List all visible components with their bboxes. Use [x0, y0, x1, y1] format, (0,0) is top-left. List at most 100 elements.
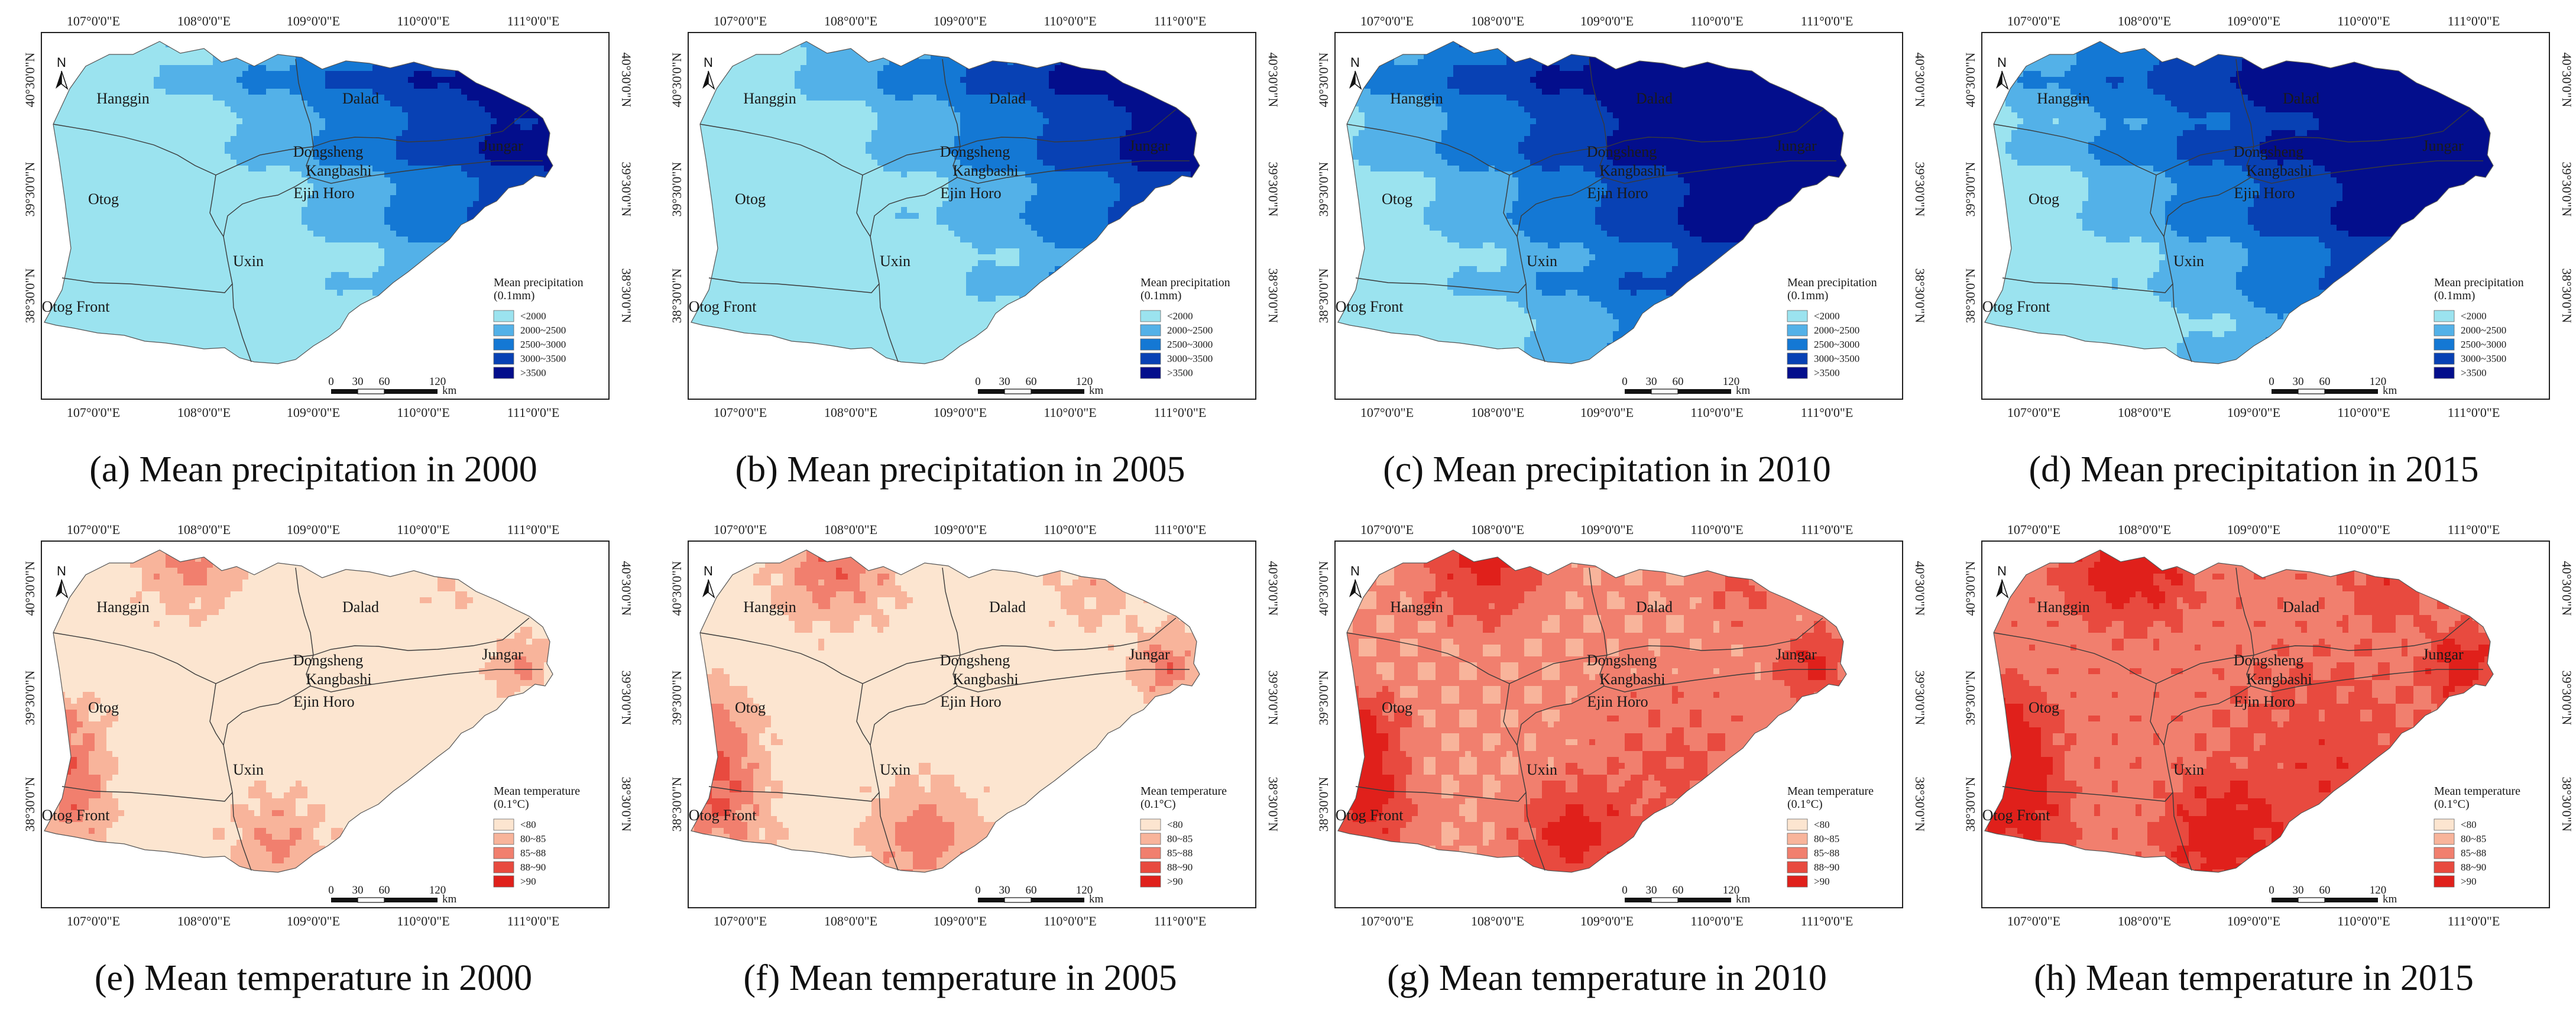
raster-cell	[325, 284, 332, 290]
raster-cell	[77, 290, 83, 296]
raster-cell	[302, 95, 308, 101]
raster-cell	[154, 95, 160, 101]
raster-cell	[225, 254, 231, 261]
raster-cell	[189, 118, 196, 125]
raster-cell	[319, 272, 326, 279]
raster-cell	[183, 231, 190, 237]
raster-cell	[491, 154, 497, 160]
raster-cell	[201, 272, 208, 279]
raster-cell	[219, 148, 225, 154]
raster-cell	[183, 59, 190, 66]
raster-cell	[272, 177, 278, 184]
raster-cell	[514, 148, 521, 154]
raster-cell	[302, 325, 308, 332]
raster-cell	[183, 83, 190, 89]
raster-cell	[260, 237, 267, 243]
raster-cell	[307, 266, 314, 273]
raster-cell	[130, 201, 137, 208]
raster-cell	[485, 118, 491, 125]
raster-cell	[266, 130, 273, 137]
raster-cell	[177, 95, 184, 101]
raster-cell	[266, 207, 273, 213]
raster-cell	[461, 219, 468, 225]
raster-cell	[497, 124, 503, 131]
raster-cell	[136, 225, 142, 231]
raster-cell	[443, 160, 450, 166]
lon-label-top: 111°0'0"E	[507, 14, 560, 28]
raster-cell	[254, 290, 261, 296]
raster-cell	[414, 83, 420, 89]
raster-cell	[225, 124, 231, 131]
raster-cell	[231, 325, 237, 332]
raster-cell	[101, 278, 107, 284]
raster-cell	[236, 313, 243, 320]
raster-cell	[130, 53, 137, 60]
raster-cell	[349, 260, 355, 267]
raster-cell	[408, 177, 414, 184]
raster-cell	[396, 207, 403, 213]
raster-cell	[384, 106, 391, 113]
raster-cell	[254, 325, 261, 332]
raster-cell	[89, 65, 95, 72]
raster-cell	[260, 136, 267, 143]
raster-cell	[384, 101, 391, 107]
raster-cell	[207, 225, 213, 231]
raster-cell	[248, 124, 255, 131]
raster-cell	[201, 112, 208, 119]
raster-cell	[166, 213, 172, 219]
raster-cell	[319, 290, 326, 296]
raster-cell	[89, 101, 95, 107]
raster-cell	[313, 136, 320, 143]
raster-cell	[89, 71, 95, 77]
raster-cell	[485, 189, 491, 196]
raster-cell	[154, 53, 160, 60]
raster-cell	[195, 53, 202, 60]
raster-cell	[248, 171, 255, 178]
raster-cell	[213, 331, 219, 338]
raster-cell	[124, 112, 131, 119]
raster-cell	[154, 83, 160, 89]
raster-cell	[302, 89, 308, 95]
raster-cell	[148, 130, 154, 137]
raster-cell	[378, 89, 385, 95]
raster-cell	[408, 136, 414, 143]
raster-cell	[497, 166, 503, 172]
raster-cell	[479, 160, 485, 166]
raster-cell	[355, 101, 361, 107]
raster-cell	[236, 201, 243, 208]
raster-cell	[112, 177, 119, 184]
raster-cell	[112, 160, 119, 166]
raster-cell	[101, 77, 107, 83]
raster-cell	[166, 166, 172, 172]
raster-cell	[154, 136, 160, 143]
raster-cell	[201, 231, 208, 237]
raster-cell	[112, 189, 119, 196]
raster-cell	[95, 248, 101, 255]
raster-cell	[361, 65, 367, 72]
raster-cell	[154, 331, 160, 338]
raster-cell	[520, 177, 527, 184]
raster-cell	[455, 213, 462, 219]
raster-cell	[207, 83, 213, 89]
raster-cell	[461, 142, 468, 148]
raster-cell	[106, 254, 113, 261]
raster-cell	[325, 266, 332, 273]
raster-cell	[260, 337, 267, 344]
raster-cell	[455, 106, 462, 113]
raster-cell	[207, 166, 213, 172]
raster-cell	[160, 148, 166, 154]
raster-cell	[426, 225, 432, 231]
raster-cell	[65, 272, 72, 279]
raster-cell	[83, 89, 89, 95]
raster-cell	[343, 231, 349, 237]
raster-cell	[201, 101, 208, 107]
raster-cell	[112, 83, 119, 89]
raster-cell	[402, 195, 409, 202]
raster-cell	[236, 308, 243, 314]
raster-cell	[231, 183, 237, 190]
raster-cell	[89, 77, 95, 83]
raster-cell	[130, 284, 137, 290]
raster-cell	[130, 272, 137, 279]
raster-cell	[112, 201, 119, 208]
raster-cell	[266, 349, 273, 355]
